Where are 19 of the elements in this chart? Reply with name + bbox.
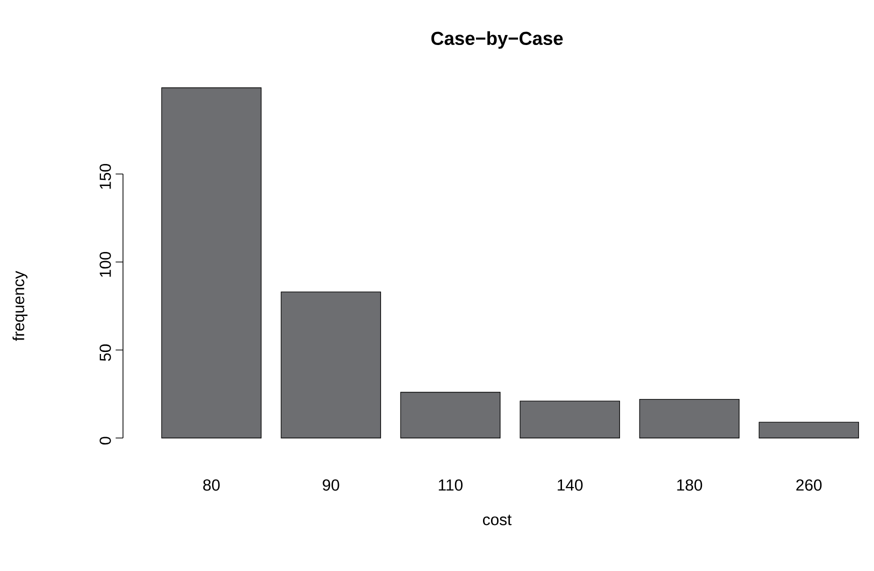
x-tick-label: 180 (677, 479, 702, 491)
x-axis-title: cost (483, 514, 512, 526)
y-tick-label: 100 (100, 252, 111, 277)
x-tick-label: 110 (438, 479, 463, 491)
y-tick-label: 0 (100, 436, 111, 444)
bar (520, 400, 620, 438)
x-tick-label: 80 (203, 479, 220, 491)
chart-title: Case−by−Case (431, 31, 563, 49)
y-tick-label: 50 (100, 344, 111, 361)
bar (280, 292, 382, 438)
y-axis-title: frequency (12, 270, 28, 341)
x-tick-label: 140 (558, 479, 583, 491)
x-tick-label: 90 (322, 479, 340, 491)
x-tick-label: 260 (796, 479, 822, 491)
bar (758, 422, 859, 438)
bar (639, 398, 740, 438)
bar (400, 392, 501, 438)
y-tick-label: 150 (100, 164, 111, 189)
bar (161, 87, 262, 438)
